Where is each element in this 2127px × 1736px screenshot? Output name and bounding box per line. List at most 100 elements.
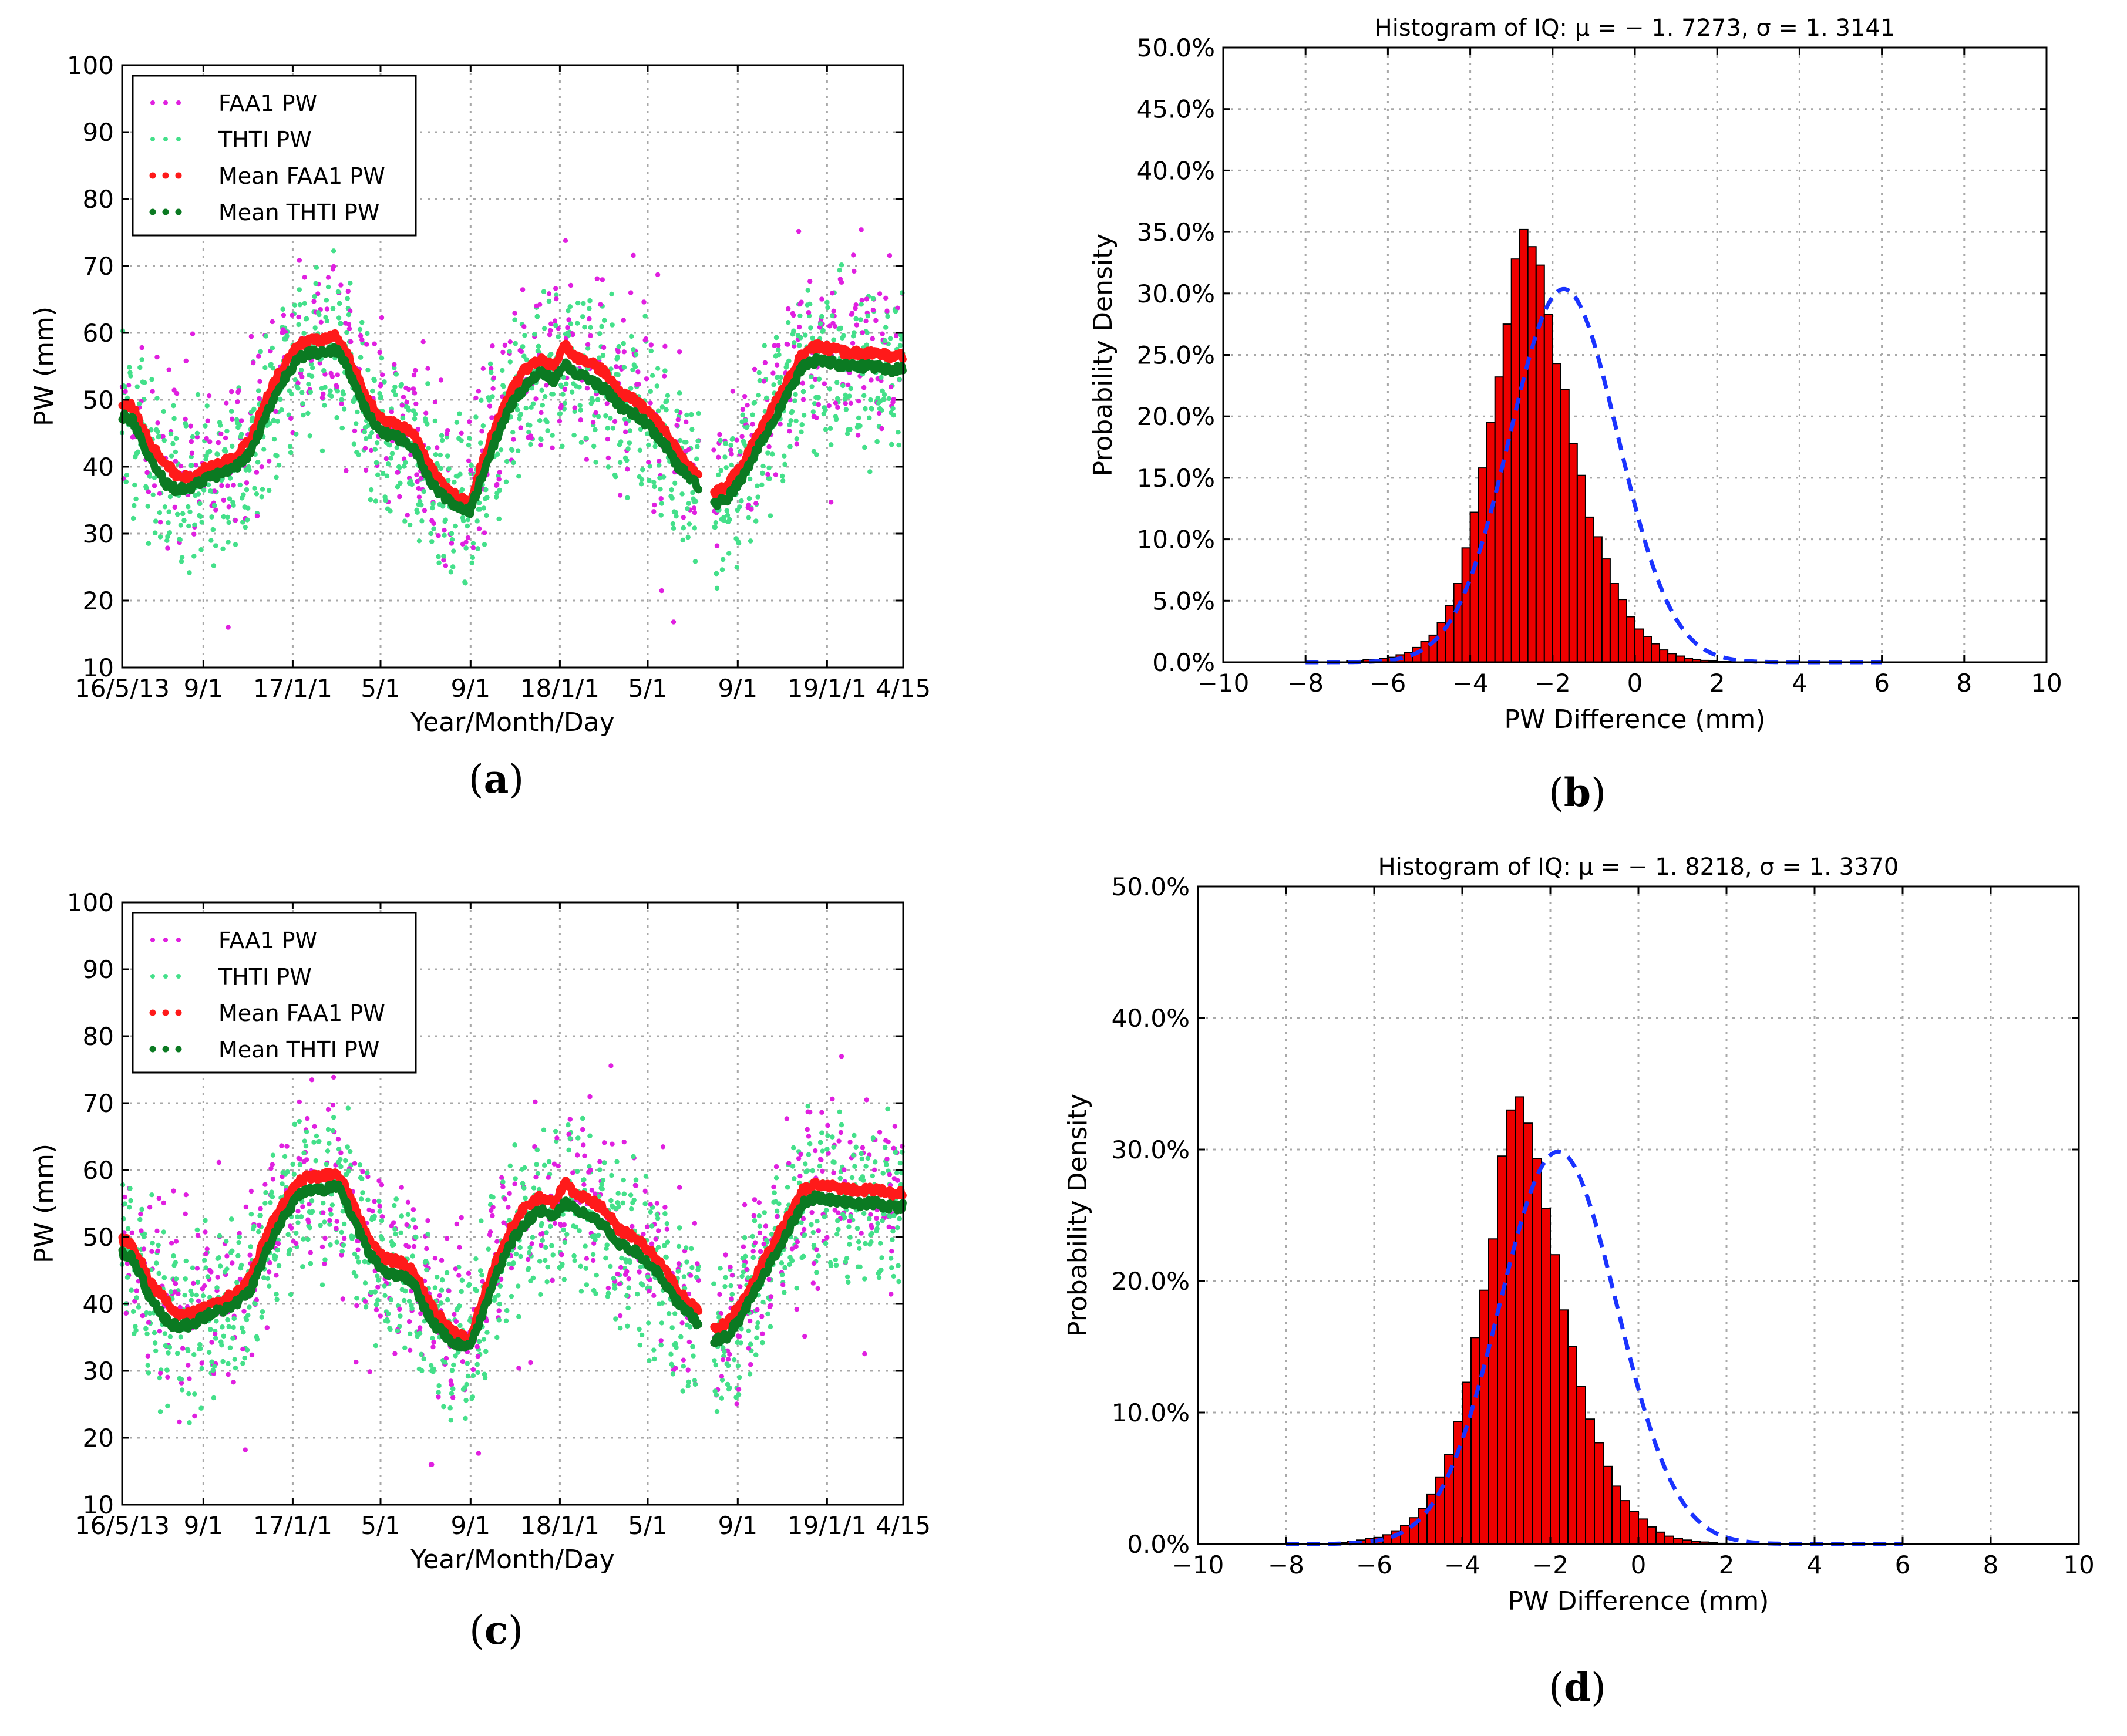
- thti-pw-point: [283, 1171, 288, 1177]
- thti-pw-point: [375, 1297, 381, 1303]
- faa1-pw-point: [183, 1211, 188, 1216]
- faa1-pw-point: [691, 505, 697, 511]
- thti-pw-point: [756, 370, 762, 375]
- thti-pw-point: [736, 541, 742, 546]
- faa1-pw-point: [686, 447, 692, 453]
- faa1-pw-point: [773, 1164, 779, 1169]
- thti-pw-point: [546, 298, 552, 304]
- faa1-pw-point: [826, 403, 832, 409]
- faa1-pw-point: [605, 1285, 611, 1291]
- faa1-pw-point: [442, 527, 447, 533]
- histogram-bar: [1601, 558, 1611, 663]
- thti-pw-point: [750, 1233, 755, 1239]
- faa1-pw-point: [237, 1231, 242, 1236]
- faa1-pw-point: [734, 437, 739, 443]
- faa1-pw-point: [194, 434, 200, 440]
- thti-pw-point: [305, 1236, 311, 1242]
- thti-pw-point: [647, 478, 652, 483]
- faa1-pw-point: [334, 1226, 339, 1231]
- thti-pw-point: [753, 518, 759, 524]
- thti-pw-point: [497, 1302, 502, 1307]
- faa1-pw-point: [658, 496, 664, 501]
- faa1-pw-point: [166, 367, 171, 372]
- faa1-pw-point: [267, 459, 272, 464]
- thti-pw-point: [363, 1304, 369, 1310]
- faa1-pw-point: [188, 423, 193, 429]
- faa1-pw-point: [836, 1138, 842, 1144]
- faa1-pw-point: [470, 1367, 476, 1373]
- thti-pw-point: [797, 313, 803, 319]
- thti-pw-point: [166, 509, 171, 514]
- thti-pw-point: [537, 418, 543, 423]
- thti-pw-point: [727, 517, 732, 523]
- faa1-pw-point: [537, 302, 543, 307]
- y-tick-label: 30.0%: [1137, 279, 1215, 308]
- faa1-pw-point: [580, 1127, 585, 1132]
- thti-pw-point: [612, 1286, 618, 1291]
- thti-pw-point: [665, 1239, 671, 1245]
- faa1-pw-point: [404, 1222, 409, 1228]
- thti-pw-point: [575, 1135, 581, 1141]
- histogram-bar: [1609, 583, 1619, 663]
- faa1-pw-point: [304, 1157, 309, 1162]
- thti-pw-point: [222, 1269, 228, 1275]
- thti-pw-point: [426, 446, 431, 451]
- thti-pw-point: [240, 520, 245, 525]
- thti-pw-point: [773, 1175, 779, 1181]
- thti-pw-point: [537, 1259, 543, 1264]
- faa1-pw-point: [548, 321, 554, 326]
- faa1-pw-point: [339, 401, 344, 406]
- thti-pw-point: [166, 520, 171, 525]
- thti-pw-point: [668, 1351, 674, 1357]
- thti-pw-point: [375, 1273, 380, 1279]
- faa1-pw-point: [399, 1185, 404, 1190]
- faa1-pw-point: [397, 1306, 402, 1312]
- thti-pw-point: [357, 1162, 363, 1168]
- thti-pw-point: [520, 1181, 526, 1186]
- faa1-pw-point: [235, 399, 240, 404]
- thti-pw-point: [355, 409, 360, 415]
- thti-pw-point: [669, 1325, 675, 1330]
- faa1-pw-point: [352, 428, 358, 434]
- faa1-pw-point: [752, 366, 758, 372]
- faa1-pw-point: [621, 349, 627, 355]
- thti-pw-point: [621, 365, 627, 370]
- thti-pw-point: [889, 441, 894, 447]
- thti-pw-point: [149, 377, 154, 382]
- thti-pw-point: [309, 1198, 315, 1204]
- faa1-pw-point: [452, 1312, 457, 1317]
- thti-pw-point: [321, 1201, 326, 1206]
- faa1-pw-point: [224, 1253, 230, 1259]
- thti-pw-point: [237, 1234, 242, 1240]
- thti-pw-point: [584, 1282, 590, 1287]
- thti-pw-point: [756, 393, 761, 398]
- faa1-pw-point: [725, 1357, 731, 1362]
- thti-pw-point: [365, 1197, 371, 1202]
- thti-pw-point: [617, 1326, 623, 1331]
- faa1-pw-point: [331, 264, 336, 269]
- thti-pw-point: [150, 1241, 155, 1246]
- thti-pw-point: [403, 460, 408, 466]
- thti-pw-point: [147, 1310, 153, 1316]
- faa1-pw-point: [763, 1223, 769, 1229]
- thti-pw-point: [314, 265, 319, 270]
- thti-pw-point: [288, 1292, 294, 1297]
- x-tick-label: 5/1: [361, 674, 401, 703]
- faa1-pw-point: [830, 291, 835, 296]
- thti-pw-point: [793, 418, 799, 424]
- thti-pw-point: [352, 1251, 358, 1257]
- thti-pw-point: [312, 294, 317, 299]
- thti-pw-point: [367, 434, 372, 439]
- faa1-pw-point: [597, 1159, 603, 1165]
- thti-pw-point: [575, 321, 580, 326]
- thti-pw-point: [348, 281, 353, 286]
- faa1-pw-point: [626, 1276, 631, 1282]
- thti-pw-point: [512, 1142, 517, 1148]
- histogram-bar: [1568, 443, 1578, 663]
- thti-pw-point: [621, 1177, 626, 1183]
- thti-pw-point: [325, 284, 331, 290]
- thti-pw-point: [190, 1265, 196, 1270]
- thti-pw-point: [890, 1237, 895, 1242]
- faa1-pw-point: [312, 1124, 317, 1130]
- faa1-pw-point: [830, 1096, 835, 1102]
